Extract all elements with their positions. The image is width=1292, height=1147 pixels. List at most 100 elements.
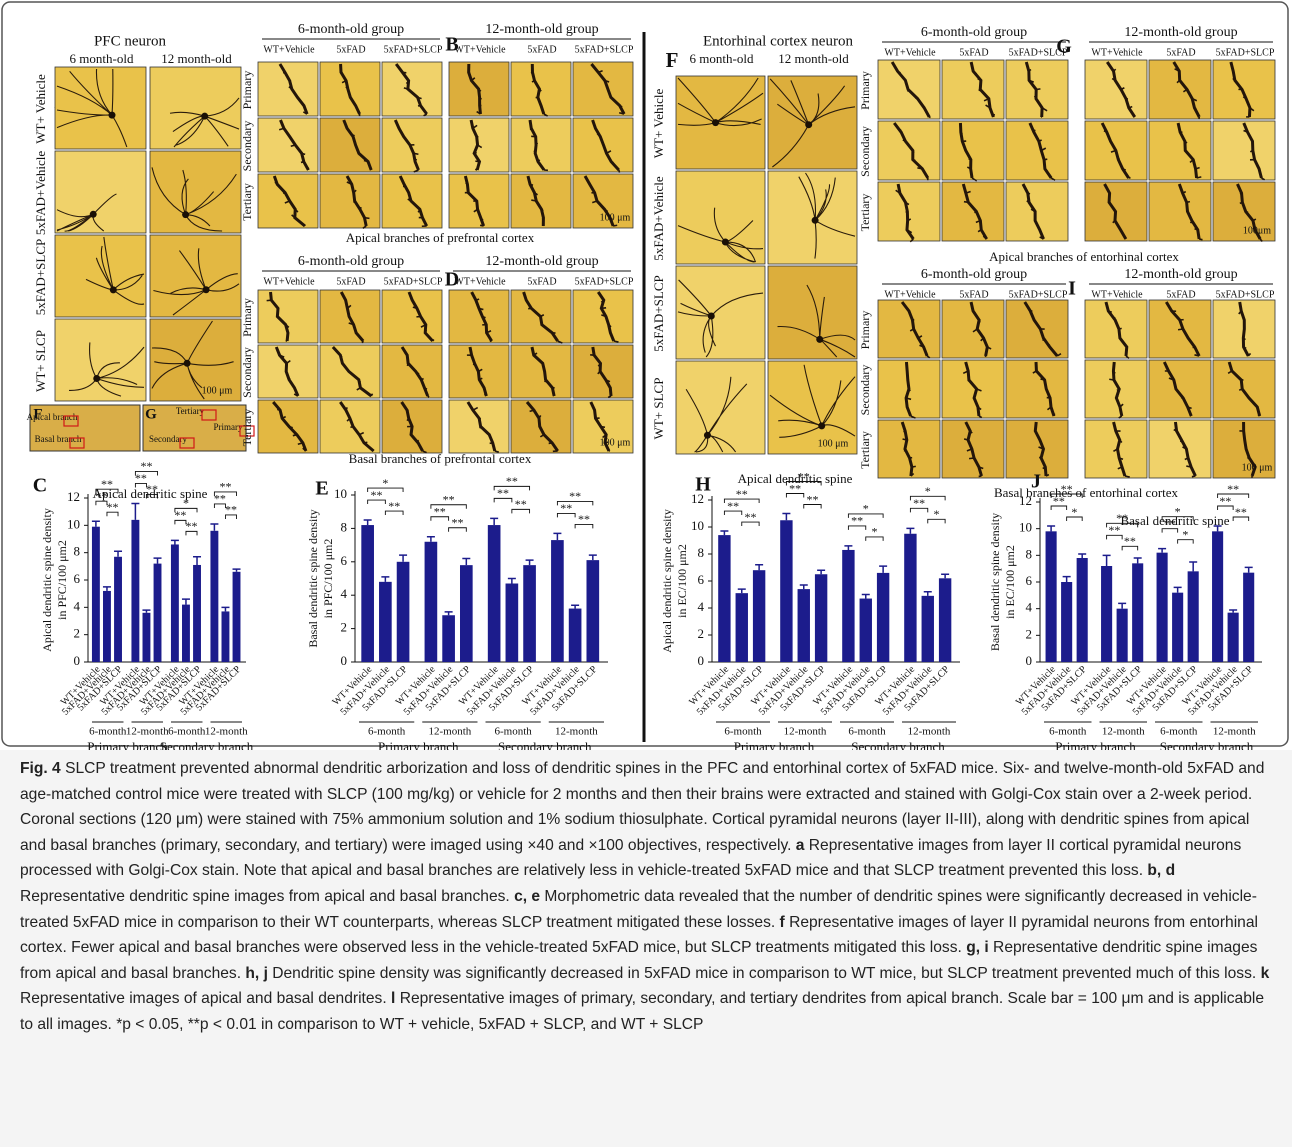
spines [475,298,492,342]
spines [1108,310,1130,360]
bar [361,525,374,662]
group-label: Secondary branch [1160,739,1254,750]
significance-bracket [803,504,822,509]
micrograph [941,181,1005,242]
bar [193,564,201,662]
column-header: 5xFAD+SLCP [575,44,634,55]
micrograph [257,117,319,173]
significance-bracket [95,488,119,494]
significance-bracket [185,530,198,536]
significance-bracket [909,495,946,501]
column-header: 5xFAD+SLCP [1009,47,1068,58]
spines [1174,68,1201,120]
dendrite [677,279,764,358]
roi-box [69,437,85,449]
y-axis-label: Basal dendritic spine density [988,513,1002,651]
bar [505,583,519,662]
y-tick-label: 0 [341,653,348,668]
column-header: 5xFAD [959,47,988,58]
bar [859,598,872,662]
micrograph [381,344,443,399]
bar [396,561,410,662]
soma [182,211,190,219]
significance-label: ** [851,514,863,528]
spines [276,408,307,452]
error-bar [799,584,808,590]
spines [897,70,931,119]
error-bar [553,532,562,541]
error-bar [131,502,140,520]
micrograph [510,173,572,229]
micrograph [767,360,858,455]
significance-bracket [384,510,404,516]
row-label: 5xFAD+SLCP [651,275,666,351]
y-tick-label: 2 [1026,626,1033,641]
significance-bracket [847,525,867,530]
group-header: 12-month-old group [1124,267,1237,282]
caption-text: SLCP treatment prevented abnormal dendri… [20,760,1265,854]
panel-letter: H [695,474,711,496]
group-label: Primary branch [734,739,815,750]
bar [232,571,241,662]
y-tick-label: 4 [341,586,348,601]
micrograph [941,120,1005,181]
column-header: 5xFAD+SLCP [1009,289,1068,300]
significance-label: ** [578,512,590,526]
significance-label: ** [225,503,237,517]
significance-bracket [556,512,576,518]
subgroup-label: 6-month [368,726,406,738]
significance-label: ** [560,501,572,515]
micrograph [1005,419,1069,479]
significance-label: ** [101,477,113,491]
subgroup-label: 12-month [428,726,471,738]
significance-bracket [1161,516,1194,521]
column-header: 12 month-old [161,51,232,66]
spines [1109,370,1124,419]
row-label: Tertiary [858,194,872,232]
micrograph [448,399,510,454]
group-label: Primary branch [87,739,168,750]
spines [1227,370,1261,417]
error-bar [91,520,100,527]
subgroup-label: 6-month [724,726,762,738]
bar [797,589,810,662]
panel-letter: I [1068,278,1076,300]
group-header: 6-month-old group [921,267,1027,282]
significance-bracket [847,513,884,518]
spines [398,127,419,173]
dendrite [530,63,546,115]
error-bar [1062,575,1071,582]
spines [339,354,374,397]
panel-letter: G [1056,36,1072,58]
error-bar [941,573,950,579]
bar [1227,612,1239,662]
caption-label: Fig. 4 [20,760,61,777]
spines [266,299,290,342]
spines [1113,430,1130,478]
inset-label: Basal branch [35,434,82,444]
micrograph [257,344,319,399]
soma [712,119,720,127]
spines [1030,310,1062,357]
soma [202,286,210,294]
significance-bracket [1121,545,1139,551]
error-bar [1229,609,1238,613]
spines [466,354,487,397]
panel-letter: C [33,475,47,497]
caption-label: g, i [966,939,989,957]
row-label: Secondary [858,365,872,416]
column-header: WT+Vehicle [454,44,506,55]
bar [586,560,600,662]
dendrite [400,346,430,397]
error-bar [1102,554,1111,566]
micrograph [381,61,443,117]
bar [938,578,952,662]
micrograph [54,318,147,402]
dendrite [777,284,856,358]
soma [721,238,729,246]
significance-bracket [723,498,760,504]
y-tick-label: 6 [698,572,705,587]
bar [551,540,564,662]
spines [279,354,299,397]
